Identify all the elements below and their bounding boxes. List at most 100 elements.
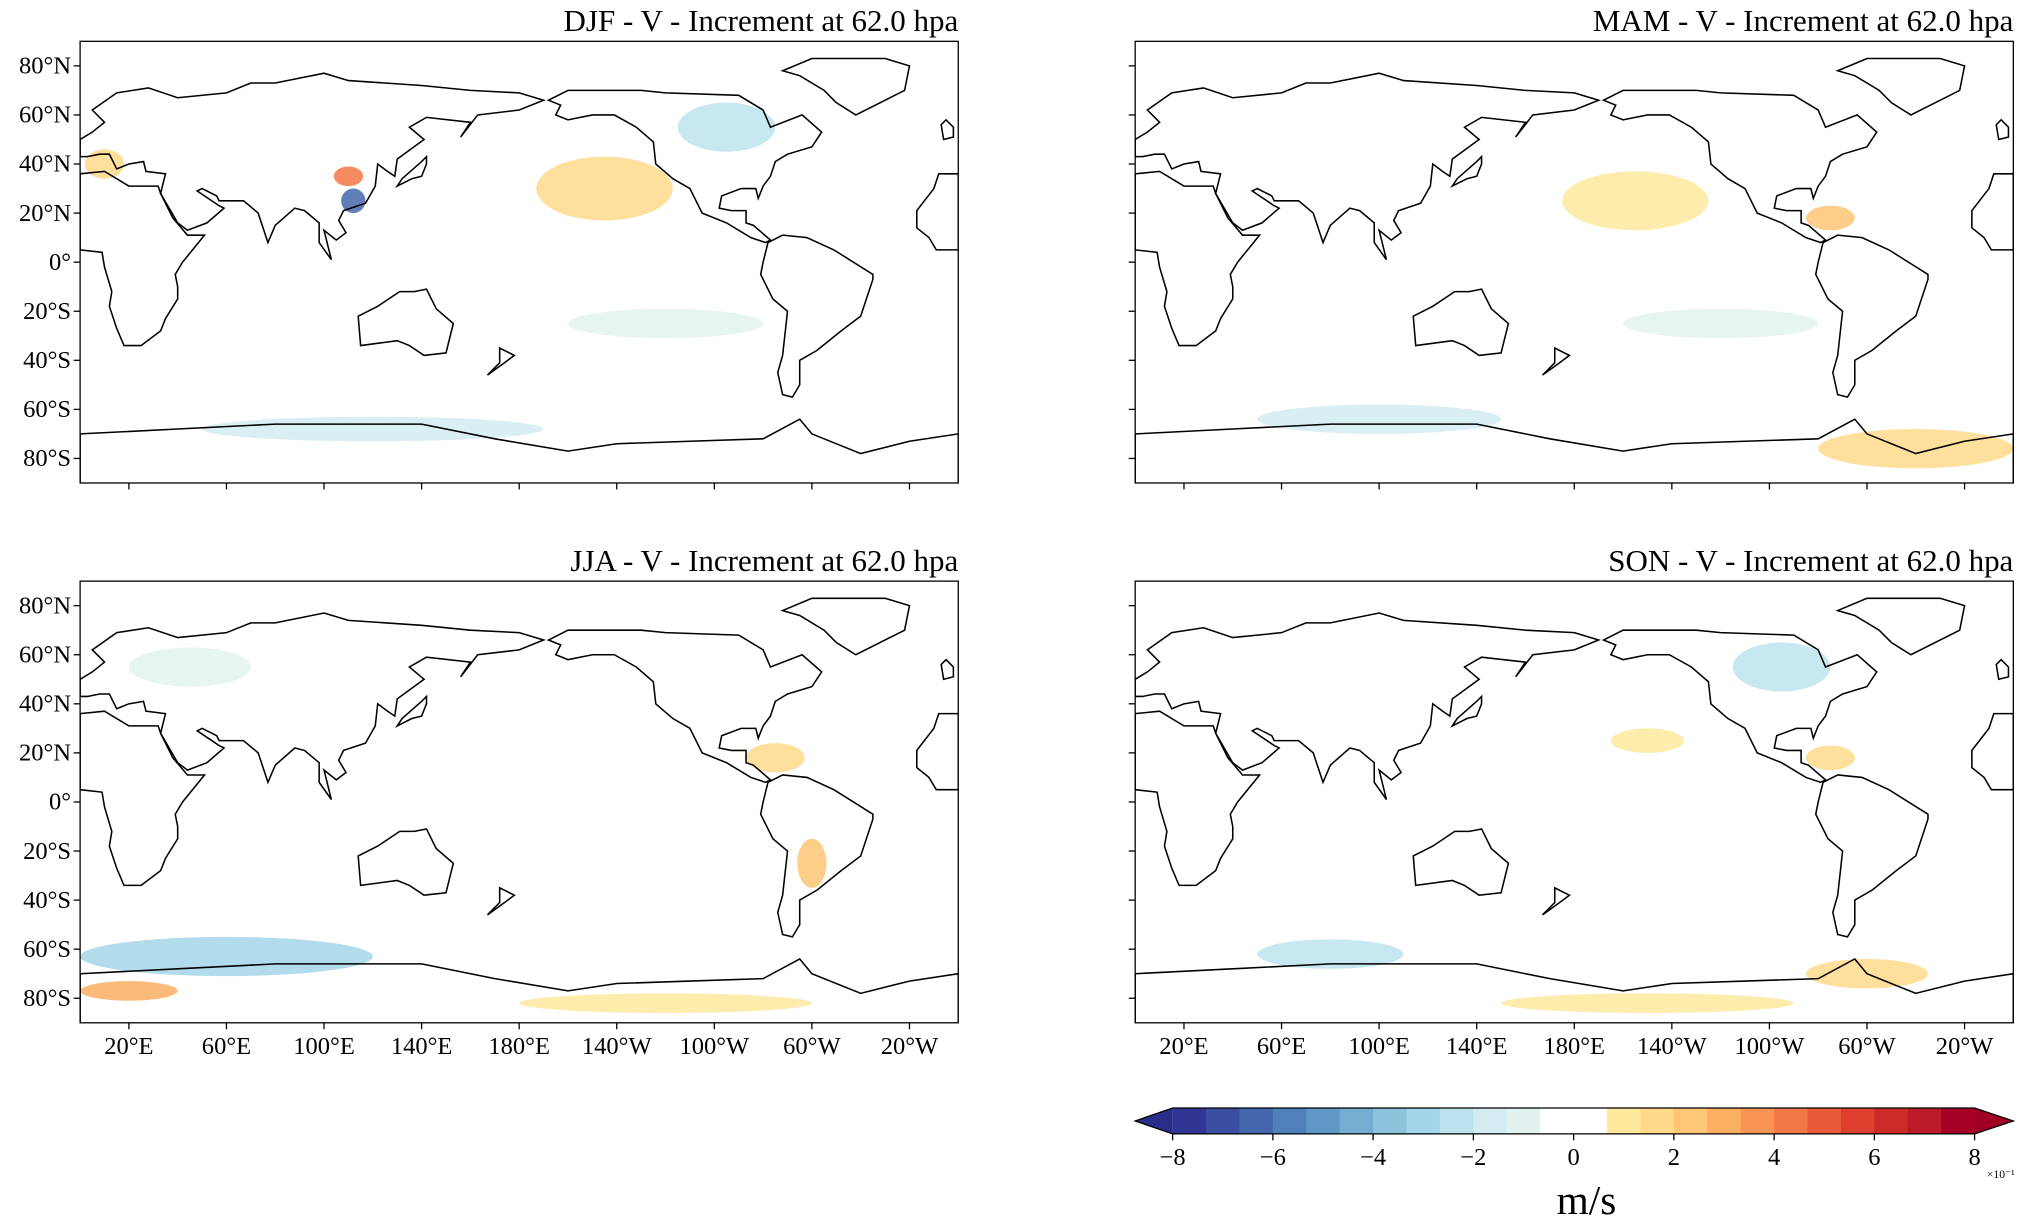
coastline xyxy=(1971,712,2014,791)
lat-tick-label: 40°S xyxy=(23,887,71,914)
lon-tick-label: 100°E xyxy=(1348,1033,1410,1060)
colorbar-segment xyxy=(1573,1108,1608,1134)
lon-tick-label: 20°W xyxy=(1936,1033,1994,1060)
lon-tick-label: 20°W xyxy=(881,1033,939,1060)
colorbar-segment xyxy=(1907,1108,1942,1134)
contour-fill xyxy=(341,188,366,214)
lat-tick-label: 80°S xyxy=(23,985,71,1012)
map-panel: DJF - V - Increment at 62.0 hpa 80°N 60°N 4… xyxy=(19,3,959,490)
colorbar-segment xyxy=(1874,1108,1909,1134)
contour-fill xyxy=(333,166,364,187)
colorbar-segment xyxy=(1306,1108,1341,1134)
colorbar-segment xyxy=(1640,1108,1675,1134)
colorbar-tick-label: 0 xyxy=(1567,1144,1579,1171)
lon-tick-label: 60°W xyxy=(783,1033,841,1060)
map-area xyxy=(1135,597,2014,1023)
lat-tick-label: 40°S xyxy=(23,347,71,374)
coastline xyxy=(780,597,911,656)
coastline xyxy=(486,886,516,916)
lon-tick-label: 20°E xyxy=(104,1033,153,1060)
coastline xyxy=(780,57,911,116)
colorbar: −8 −6 −4 −2 0 2 4 6 8 ×10⁻¹ m/s xyxy=(1133,1107,2016,1223)
colorbar-tick-label: −4 xyxy=(1360,1144,1386,1171)
colorbar-tick-label: 8 xyxy=(1968,1144,1980,1171)
lat-tick-label: 60°N xyxy=(19,102,71,129)
coastline xyxy=(1412,288,1510,357)
contour-fill xyxy=(567,308,764,339)
coastline xyxy=(1542,346,1571,376)
contour-fill xyxy=(1501,993,1794,1013)
map-panel: JJA - V - Increment at 62.0 hpa 80°N 60°N 4… xyxy=(19,543,959,1060)
contour-fill xyxy=(1610,728,1685,753)
lon-tick-label: 100°E xyxy=(293,1033,355,1060)
lon-tick-label: 180°E xyxy=(488,1033,550,1060)
coastline xyxy=(1135,72,1601,261)
colorbar-segment xyxy=(1239,1108,1274,1134)
contour-fill xyxy=(80,981,178,1001)
colorbar-segment xyxy=(1439,1108,1474,1134)
colorbar-segment xyxy=(1807,1108,1842,1134)
coastline xyxy=(394,694,428,728)
lat-tick-label: 20°S xyxy=(23,838,71,865)
colorbar-segment xyxy=(1373,1108,1408,1134)
contour-fill xyxy=(128,647,251,687)
lat-tick-label: 0° xyxy=(49,789,71,816)
lat-tick-label: 80°S xyxy=(23,445,71,472)
lon-tick-label: 140°E xyxy=(391,1033,453,1060)
coastline xyxy=(546,89,823,244)
contour-fill xyxy=(536,156,673,221)
contour-fill xyxy=(1805,205,1855,231)
colorbar-tick-label: 6 xyxy=(1868,1144,1880,1171)
coastline xyxy=(80,710,207,887)
coastline xyxy=(80,72,546,261)
coastline xyxy=(1814,234,1929,398)
lon-tick-label: 60°W xyxy=(1838,1033,1896,1060)
colorbar-unit: m/s xyxy=(1557,1177,1617,1223)
coastline xyxy=(80,612,546,800)
contour-fill xyxy=(80,936,373,977)
colorbar-segment xyxy=(1272,1108,1307,1134)
lat-tick-label: 20°S xyxy=(23,298,71,325)
coastline xyxy=(394,154,428,189)
coastline xyxy=(80,958,959,1023)
lat-tick-label: 0° xyxy=(49,249,71,276)
contour-fill xyxy=(84,149,125,179)
coastline xyxy=(759,774,874,938)
lat-tick-label: 80°N xyxy=(19,53,71,80)
contour-fill xyxy=(1818,429,2014,469)
coastline xyxy=(1995,118,2010,141)
contour-fill xyxy=(202,416,544,442)
coastline xyxy=(80,170,207,347)
coastline xyxy=(1135,958,2014,1023)
lat-tick-label: 80°N xyxy=(19,592,71,619)
colorbar-tick-label: −2 xyxy=(1460,1144,1486,1171)
map-area xyxy=(1135,57,2014,483)
lon-tick-label: 60°E xyxy=(202,1033,251,1060)
lon-tick-label: 100°W xyxy=(679,1033,750,1060)
lat-tick-label: 60°S xyxy=(23,396,71,423)
panel-title: SON - V - Increment at 62.0 hpa xyxy=(1608,543,2013,578)
contour-fill xyxy=(746,743,805,773)
panel-title: MAM - V - Increment at 62.0 hpa xyxy=(1593,3,2014,38)
contour-fill xyxy=(1732,642,1831,692)
coastline xyxy=(759,234,874,398)
lat-tick-label: 40°N xyxy=(19,151,71,178)
contour-fill xyxy=(1257,939,1404,969)
coastline xyxy=(357,828,455,897)
colorbar-tick-label: 2 xyxy=(1668,1144,1680,1171)
lon-tick-label: 180°E xyxy=(1543,1033,1605,1060)
colorbar-over xyxy=(1974,1108,2014,1134)
colorbar-segment xyxy=(1473,1108,1508,1134)
lon-tick-label: 140°E xyxy=(1446,1033,1508,1060)
map-panel: SON - V - Increment at 62.0 hpa 20°E 60°E 1… xyxy=(1128,543,2014,1060)
coastline xyxy=(1135,612,1601,800)
contour-fill xyxy=(1562,171,1709,231)
coastline xyxy=(940,658,955,681)
colorbar-segment xyxy=(1540,1108,1575,1134)
colorbar-segment xyxy=(1406,1108,1441,1134)
colorbar-tick-label: 4 xyxy=(1768,1144,1780,1171)
colorbar-segment xyxy=(1774,1108,1809,1134)
coastline xyxy=(1135,418,2014,483)
lon-tick-label: 140°W xyxy=(1637,1033,1708,1060)
coastline xyxy=(1835,597,1966,656)
